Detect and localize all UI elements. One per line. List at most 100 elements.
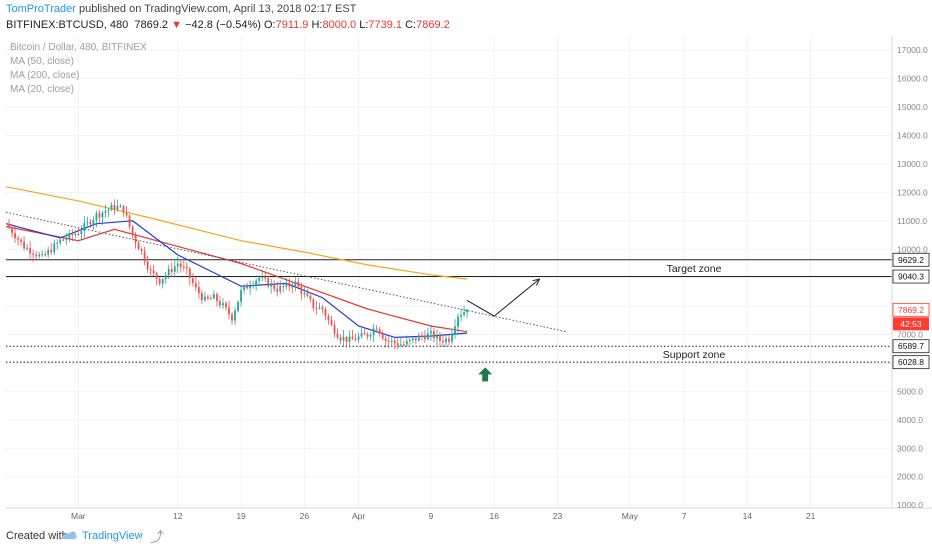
publish-line: TomProTrader published on TradingView.co… bbox=[6, 3, 356, 15]
candle-body bbox=[246, 286, 248, 289]
candle-body bbox=[128, 215, 131, 227]
candle-body bbox=[393, 340, 396, 344]
candle-body bbox=[137, 242, 140, 250]
candle-body bbox=[143, 251, 146, 262]
candle-body bbox=[231, 314, 233, 321]
candle-body bbox=[134, 235, 137, 243]
x-tick-label: May bbox=[622, 511, 639, 521]
author-link[interactable]: TomProTrader bbox=[6, 3, 76, 15]
candle-body bbox=[149, 268, 152, 271]
candle-body bbox=[384, 338, 387, 341]
price-chart[interactable]: Target zone Support zone 1000.0 2000.0 3000… bbox=[0, 36, 932, 524]
tradingview-brand[interactable]: TradingView bbox=[82, 530, 143, 542]
grid bbox=[6, 36, 892, 508]
candle-body bbox=[101, 212, 104, 218]
price-tag-box bbox=[892, 339, 930, 354]
candle-body bbox=[44, 254, 47, 256]
y-tick-label: 4000.0 bbox=[897, 415, 923, 425]
candle-body bbox=[330, 319, 333, 325]
candle-body bbox=[318, 307, 321, 309]
candle-body bbox=[53, 243, 56, 253]
candle-body bbox=[445, 338, 447, 343]
candle-body bbox=[17, 238, 19, 240]
projection-arrowhead bbox=[532, 278, 541, 286]
candle-body bbox=[185, 267, 188, 269]
candle-body bbox=[273, 283, 276, 289]
candle-body bbox=[188, 268, 191, 279]
zone-label: Support zone bbox=[663, 349, 726, 361]
candle-body bbox=[191, 278, 194, 283]
candle-body bbox=[396, 343, 399, 346]
candle-body bbox=[387, 340, 390, 342]
candle-body bbox=[460, 314, 462, 317]
candle-body bbox=[228, 307, 230, 315]
candle-body bbox=[345, 337, 348, 342]
candle-body bbox=[234, 310, 236, 321]
candle-body bbox=[312, 299, 315, 309]
candle-body bbox=[89, 221, 92, 225]
y-tick-label: 5000.0 bbox=[897, 386, 923, 396]
candle-body bbox=[29, 247, 32, 254]
close-label: C: bbox=[405, 19, 417, 31]
candle-body bbox=[140, 249, 143, 252]
time-axis[interactable]: Mar 12 19 26 Apr 9 16 23 May 7 14 21 bbox=[71, 511, 816, 521]
candle-body bbox=[32, 253, 35, 255]
countdown-box bbox=[893, 317, 929, 331]
candle-body bbox=[23, 241, 25, 249]
candle-body bbox=[433, 331, 435, 339]
candle-body bbox=[107, 209, 110, 212]
candle-body bbox=[439, 335, 441, 341]
candle-body bbox=[414, 338, 417, 341]
tradingview-logo-icon bbox=[62, 531, 77, 539]
x-tick-label: 19 bbox=[236, 511, 246, 521]
y-tick-label: 7000.0 bbox=[897, 330, 923, 340]
candle-body bbox=[276, 288, 279, 292]
candle-body bbox=[360, 333, 363, 337]
share-icon[interactable]: ⤴ bbox=[150, 529, 164, 545]
candle-body bbox=[197, 287, 200, 294]
x-tick-label: 9 bbox=[429, 511, 434, 521]
candle-body bbox=[35, 254, 38, 257]
candle-body bbox=[41, 254, 44, 256]
candle-body bbox=[399, 344, 402, 346]
y-tick-label: 10000.0 bbox=[897, 244, 928, 254]
candle-body bbox=[146, 261, 149, 269]
price-tag-text: 9040.3 bbox=[898, 272, 924, 282]
price-tag-text: 6589.7 bbox=[898, 341, 924, 351]
candles bbox=[8, 199, 468, 350]
candle-body bbox=[369, 334, 372, 337]
y-tick-label: 14000.0 bbox=[897, 131, 928, 141]
candle-body bbox=[285, 282, 288, 287]
countdown-text: 42:53 bbox=[900, 319, 922, 329]
price-tag-box bbox=[892, 252, 930, 267]
candle-body bbox=[363, 333, 366, 335]
candle-body bbox=[59, 239, 62, 243]
candle-body bbox=[20, 239, 22, 242]
created-with-label: Created with bbox=[6, 530, 68, 542]
chart-header: TomProTrader published on TradingView.co… bbox=[0, 0, 932, 36]
candle-body bbox=[390, 340, 393, 342]
candle-body bbox=[240, 290, 242, 302]
candle-body bbox=[336, 333, 339, 338]
price-tag-box bbox=[892, 269, 930, 284]
candle-body bbox=[26, 247, 28, 249]
low-value: 7739.1 bbox=[368, 19, 403, 31]
price-change: −42.8 (−0.54%) bbox=[185, 19, 261, 31]
candle-body bbox=[303, 292, 306, 294]
candle-body bbox=[378, 329, 381, 334]
x-tick-label: 21 bbox=[806, 511, 816, 521]
candle-body bbox=[454, 326, 456, 334]
candle-body bbox=[342, 337, 345, 341]
candle-body bbox=[294, 281, 297, 288]
candle-body bbox=[56, 242, 59, 244]
candle-body bbox=[219, 301, 221, 306]
candle-body bbox=[442, 340, 444, 343]
candle-body bbox=[14, 233, 16, 239]
candle-body bbox=[372, 328, 375, 335]
y-tick-label: 13000.0 bbox=[897, 159, 928, 169]
candle-body bbox=[95, 213, 98, 221]
candle-body bbox=[427, 333, 429, 340]
candle-body bbox=[258, 277, 261, 281]
candle-body bbox=[83, 223, 86, 232]
symbol-label: BITFINEX:BTCUSD, 480 bbox=[6, 19, 129, 31]
